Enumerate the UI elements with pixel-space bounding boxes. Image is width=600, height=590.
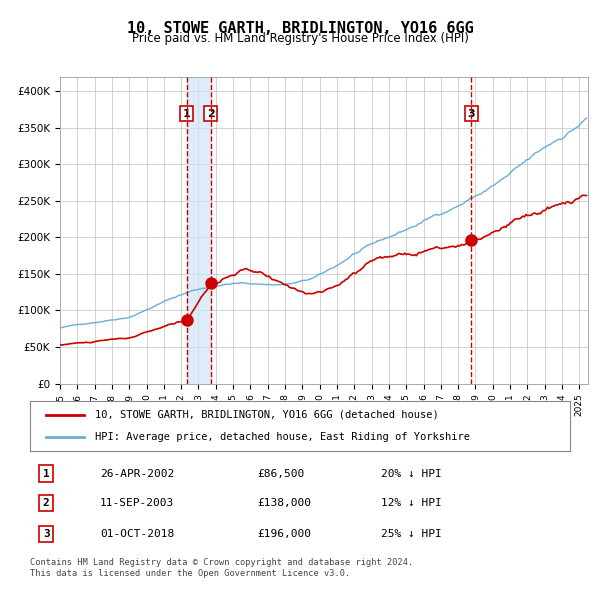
Text: 10, STOWE GARTH, BRIDLINGTON, YO16 6GG: 10, STOWE GARTH, BRIDLINGTON, YO16 6GG: [127, 21, 473, 35]
Text: 20% ↓ HPI: 20% ↓ HPI: [381, 469, 442, 478]
Text: 2: 2: [43, 498, 50, 508]
Text: £86,500: £86,500: [257, 469, 304, 478]
Text: 12% ↓ HPI: 12% ↓ HPI: [381, 498, 442, 508]
Text: £196,000: £196,000: [257, 529, 311, 539]
Text: 10, STOWE GARTH, BRIDLINGTON, YO16 6GG (detached house): 10, STOWE GARTH, BRIDLINGTON, YO16 6GG (…: [95, 409, 439, 419]
Text: 3: 3: [467, 109, 475, 119]
Bar: [187, 77, 211, 384]
Text: £138,000: £138,000: [257, 498, 311, 508]
Text: 25% ↓ HPI: 25% ↓ HPI: [381, 529, 442, 539]
Text: 11-SEP-2003: 11-SEP-2003: [100, 498, 175, 508]
Text: Price paid vs. HM Land Registry's House Price Index (HPI): Price paid vs. HM Land Registry's House …: [131, 32, 469, 45]
Text: 1: 1: [183, 109, 191, 119]
Text: HPI: Average price, detached house, East Riding of Yorkshire: HPI: Average price, detached house, East…: [95, 432, 470, 442]
Text: This data is licensed under the Open Government Licence v3.0.: This data is licensed under the Open Gov…: [30, 569, 350, 578]
Text: 1: 1: [43, 469, 50, 478]
Text: Contains HM Land Registry data © Crown copyright and database right 2024.: Contains HM Land Registry data © Crown c…: [30, 558, 413, 566]
Text: 01-OCT-2018: 01-OCT-2018: [100, 529, 175, 539]
Text: 2: 2: [207, 109, 214, 119]
Text: 3: 3: [43, 529, 50, 539]
Text: 26-APR-2002: 26-APR-2002: [100, 469, 175, 478]
